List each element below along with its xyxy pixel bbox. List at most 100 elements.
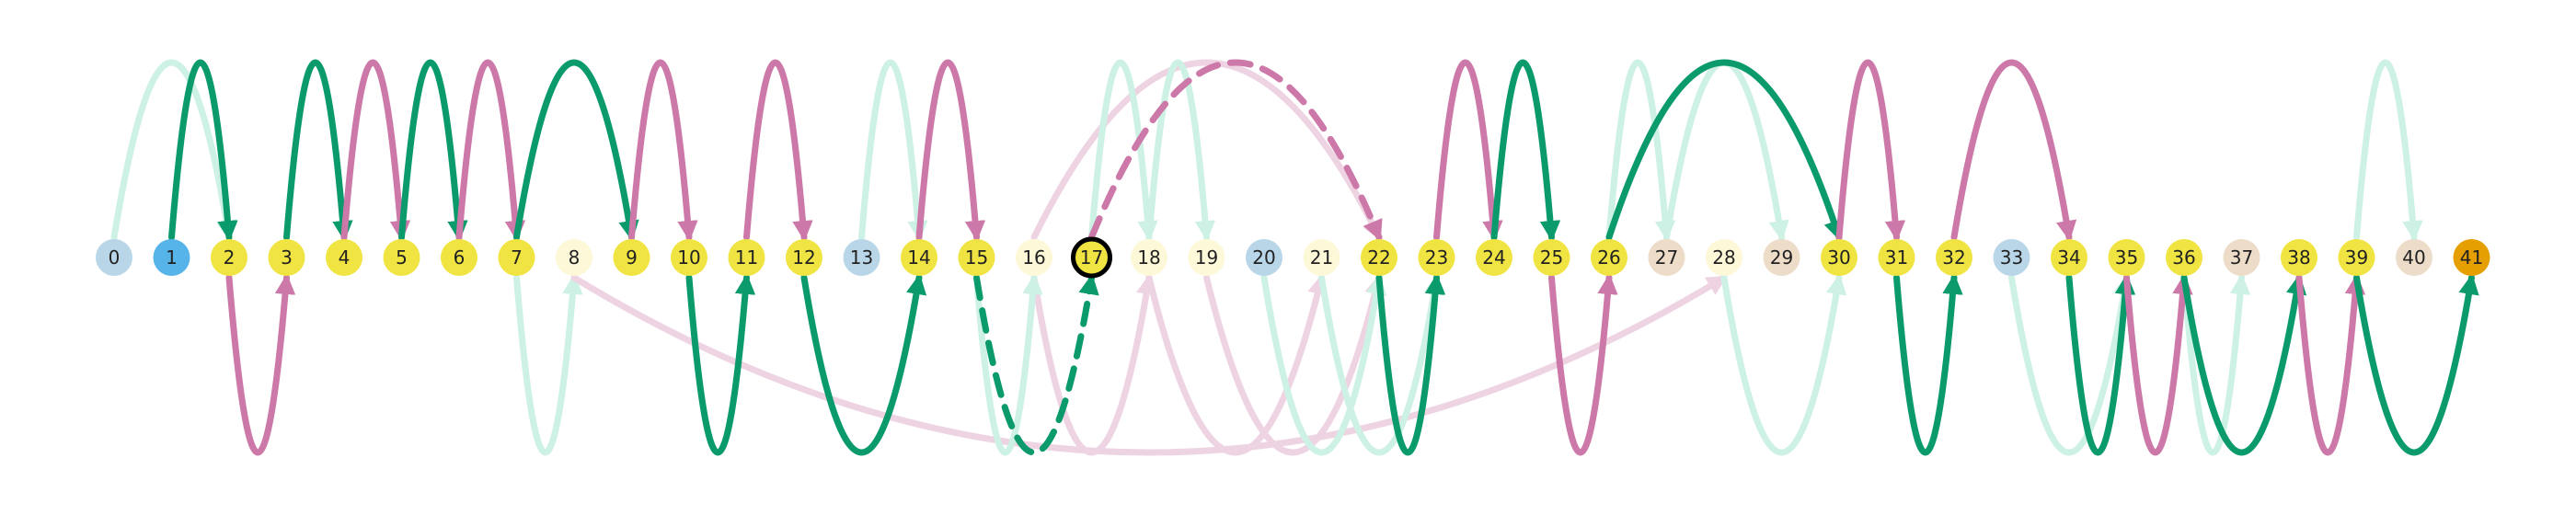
node-15: 15 <box>958 239 995 276</box>
edge-27-to-29 <box>1663 59 1789 242</box>
node-circle <box>843 239 880 276</box>
node-25: 25 <box>1533 239 1570 276</box>
node-circle <box>556 239 592 276</box>
node-label: 14 <box>907 246 930 269</box>
node-circle <box>441 239 477 276</box>
node-8: 8 <box>556 239 592 276</box>
edge-7-to-8 <box>513 273 583 456</box>
node-33: 33 <box>1993 239 2030 276</box>
node-circle <box>1878 239 1915 276</box>
node-34: 34 <box>2051 239 2087 276</box>
edge-6-to-7 <box>455 59 526 242</box>
edge-31-to-32 <box>1893 273 1963 456</box>
node-label: 32 <box>1942 246 1965 269</box>
node-circle <box>211 239 247 276</box>
node-label: 39 <box>2345 246 2368 269</box>
node-circle <box>901 239 937 276</box>
node-circle <box>2223 239 2260 276</box>
node-label: 26 <box>1597 246 1620 269</box>
node-label: 4 <box>339 246 351 269</box>
node-19: 19 <box>1188 239 1225 276</box>
edge-19-to-22 <box>1203 273 1386 456</box>
node-circle <box>96 239 132 276</box>
edge-35-to-36 <box>2123 273 2193 456</box>
node-label: 10 <box>677 246 700 269</box>
node-26: 26 <box>1591 239 1627 276</box>
edge-8-to-28 <box>570 274 1728 456</box>
node-7: 7 <box>498 239 535 276</box>
node-circle <box>498 239 535 276</box>
node-label: 7 <box>511 246 523 269</box>
edge-21-to-23 <box>1318 273 1444 456</box>
node-circle <box>1591 239 1627 276</box>
edge-15-to-16 <box>973 273 1043 456</box>
node-circle <box>326 239 362 276</box>
node-label: 27 <box>1655 246 1678 269</box>
edge-7-to-9 <box>513 59 639 242</box>
node-label: 28 <box>1712 246 1735 269</box>
edge-2-to-3 <box>225 273 296 456</box>
node-circle <box>1763 239 1800 276</box>
node-label: 13 <box>850 246 873 269</box>
node-label: 34 <box>2057 246 2080 269</box>
node-label: 2 <box>224 246 236 269</box>
node-label: 36 <box>2172 246 2195 269</box>
node-22: 22 <box>1361 239 1397 276</box>
node-13: 13 <box>843 239 880 276</box>
edge-30-to-31 <box>1835 59 1906 242</box>
node-circle <box>1303 239 1340 276</box>
node-label: 16 <box>1022 246 1045 269</box>
node-label: 19 <box>1195 246 1218 269</box>
node-14: 14 <box>901 239 937 276</box>
edge-12-to-14 <box>800 273 927 456</box>
node-circle <box>153 239 190 276</box>
node-label: 24 <box>1482 246 1505 269</box>
edge-15-to-17 <box>973 273 1099 456</box>
edge-23-to-24 <box>1433 59 1503 242</box>
node-circle <box>2396 239 2432 276</box>
node-circle <box>1993 239 2030 276</box>
node-11: 11 <box>728 239 765 276</box>
edge-16-to-22 <box>1030 59 1383 242</box>
node-label: 29 <box>1770 246 1793 269</box>
node-label: 12 <box>792 246 815 269</box>
edge-17-to-18 <box>1088 59 1158 242</box>
node-2: 2 <box>211 239 247 276</box>
node-label: 17 <box>1080 246 1103 269</box>
node-39: 39 <box>2338 239 2375 276</box>
node-circle <box>1418 239 1455 276</box>
edge-22-to-23 <box>1375 273 1446 456</box>
node-28: 28 <box>1706 239 1742 276</box>
node-circle <box>1533 239 1570 276</box>
edge-39-to-40 <box>2353 59 2423 242</box>
node-4: 4 <box>326 239 362 276</box>
edge-5-to-6 <box>398 59 468 242</box>
node-16: 16 <box>1016 239 1052 276</box>
node-9: 9 <box>613 239 650 276</box>
edge-16-to-18 <box>1030 273 1157 456</box>
node-circle <box>613 239 650 276</box>
node-circle <box>2453 239 2490 276</box>
edge-36-to-37 <box>2180 273 2251 456</box>
node-41: 41 <box>2453 239 2490 276</box>
node-label: 37 <box>2230 246 2253 269</box>
node-label: 25 <box>1540 246 1563 269</box>
node-label: 33 <box>2000 246 2023 269</box>
node-24: 24 <box>1476 239 1512 276</box>
node-label: 3 <box>281 246 293 269</box>
node-circle <box>786 239 822 276</box>
node-circle <box>2108 239 2145 276</box>
node-label: 9 <box>626 246 638 269</box>
edge-36-to-38 <box>2180 273 2307 456</box>
node-circle <box>1706 239 1742 276</box>
node-circle <box>383 239 420 276</box>
edge-17-to-22 <box>1088 59 1383 242</box>
node-circle <box>2338 239 2375 276</box>
edge-38-to-39 <box>2295 273 2366 456</box>
node-3: 3 <box>268 239 305 276</box>
node-5: 5 <box>383 239 420 276</box>
node-circle <box>1016 239 1052 276</box>
edge-26-to-27 <box>1605 59 1676 242</box>
edge-18-to-21 <box>1145 273 1328 456</box>
